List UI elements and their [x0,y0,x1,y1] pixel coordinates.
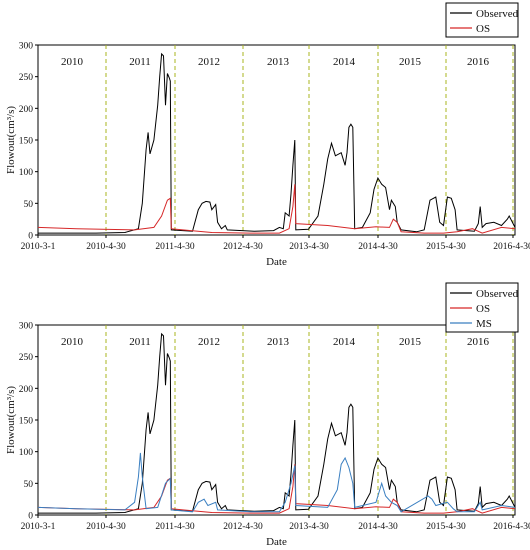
x-tick-label: 2013-4-30 [289,522,329,532]
year-label-2014: 2014 [333,336,356,348]
y-tick-label: 250 [19,353,34,363]
year-label-2012: 2012 [198,336,220,348]
x-tick-label: 2016-4-30 [493,522,530,532]
series-line-observed [38,52,516,234]
year-label-2010: 2010 [61,56,84,68]
y-tick-label: 200 [19,105,34,115]
y-tick-label: 0 [28,232,33,242]
x-tick-label: 2010-4-30 [86,242,126,252]
x-tick-label: 2015-4-30 [426,242,466,252]
x-tick-label: 2011-4-30 [155,242,194,252]
x-tick-label: 2011-4-30 [155,522,194,532]
legend-label-os: OS [476,23,490,35]
series-line-observed [38,332,516,514]
y-tick-label: 200 [19,385,34,395]
y-tick-label: 150 [19,137,34,147]
y-tick-label: 100 [19,168,34,178]
y-tick-label: 150 [19,417,34,427]
y-tick-label: 300 [19,322,34,332]
year-label-2011: 2011 [129,336,151,348]
year-label-2013: 2013 [267,56,290,68]
series-line-os [37,184,516,234]
chart-panel-1: 0 50 100 150 200 250 300 2010-3-1 2010-4-30 2011-… [5,2,530,268]
x-axis-title: Date [266,256,287,268]
series-line-ms [37,452,516,513]
year-label-2010: 2010 [61,336,84,348]
x-tick-label: 2010-3-1 [21,242,56,252]
y-axis-title: Flowout(cm³/s) [5,106,17,174]
plot-frame [37,324,516,516]
y-tick-label: 250 [19,73,34,83]
y-tick-label: 50 [24,200,34,210]
legend-label-observed: Observed [476,8,519,20]
year-label-2011: 2011 [129,56,151,68]
y-tick-label: 100 [19,448,34,458]
legend-box [445,2,519,38]
legend-label-ms: MS [476,318,492,330]
x-tick-label: 2013-4-30 [289,242,329,252]
y-tick-label: 50 [24,480,34,490]
legend-label-observed: Observed [476,288,519,300]
x-axis-title: Date [266,536,287,548]
year-label-2015: 2015 [399,56,422,68]
y-tick-label: 0 [28,512,33,522]
x-tick-label: 2012-4-30 [223,242,263,252]
year-label-2016: 2016 [467,56,490,68]
chart-panel-2: 0 50 100 150 200 250 300 2010-3-1 2010-4-30 2011-… [5,282,530,548]
year-label-2013: 2013 [267,336,290,348]
x-tick-label: 2014-4-30 [358,522,398,532]
legend-label-os: OS [476,303,490,315]
y-tick-label: 300 [19,42,34,52]
year-label-2016: 2016 [467,336,490,348]
y-axis-title: Flowout(cm³/s) [5,386,17,454]
x-tick-label: 2010-3-1 [21,522,56,532]
x-tick-label: 2010-4-30 [86,522,126,532]
x-tick-label: 2015-4-30 [426,522,466,532]
x-tick-label: 2014-4-30 [358,242,398,252]
year-label-2012: 2012 [198,56,220,68]
plot-frame [37,44,516,236]
x-tick-label: 2016-4-30 [493,242,530,252]
year-label-2015: 2015 [399,336,422,348]
year-label-2014: 2014 [333,56,356,68]
x-tick-label: 2012-4-30 [223,522,263,532]
